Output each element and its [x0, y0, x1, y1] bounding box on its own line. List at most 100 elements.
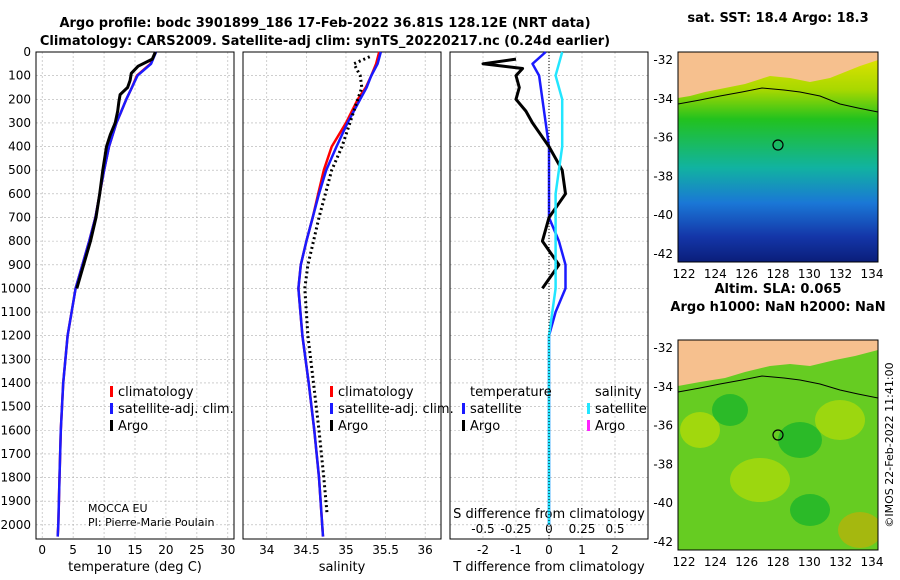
figure-title-line1: Argo profile: bodc 3901899_186 17-Feb-20… [59, 16, 590, 31]
x-tick-label: -2 [477, 543, 489, 557]
legend-swatch-t-argo [462, 420, 465, 431]
lon-tick-label: 124 [704, 555, 727, 569]
depth-tick-label: 500 [8, 163, 31, 177]
sla-contour [678, 375, 878, 399]
depth-tick-label: 1400 [0, 376, 31, 390]
sla-anomaly [712, 394, 748, 426]
x-tick-label: 34 [259, 543, 274, 557]
lat-tick-label: -34 [653, 92, 673, 106]
x-tick-label: 25 [189, 543, 204, 557]
depth-tick-label: 1500 [0, 400, 31, 414]
x-tick-label: 15 [127, 543, 142, 557]
sla-anomaly [815, 400, 865, 440]
salinity-series [297, 51, 383, 537]
sst-contour [678, 87, 878, 113]
top-tick-label: 0.25 [569, 522, 596, 536]
sst-map [678, 52, 878, 262]
depth-tick-label: 700 [8, 210, 31, 224]
lon-tick-label: 130 [798, 267, 821, 281]
program-credit: MOCCA EU [88, 502, 148, 515]
salinity-xlabel: salinity [319, 560, 366, 575]
legend-heading-salinity: salinity [595, 385, 642, 400]
lat-tick-label: -40 [653, 496, 673, 510]
legend-label: Argo [338, 419, 368, 434]
sla-map [678, 340, 878, 550]
lat-tick-label: -32 [653, 53, 673, 67]
legend-label: climatology [118, 385, 194, 400]
pi-credit: PI: Pierre-Marie Poulain [88, 516, 215, 529]
legend-label: climatology [338, 385, 414, 400]
temperature-legend: climatology satellite-adj. clim. Argo [110, 385, 234, 434]
depth-tick-label: 100 [8, 69, 31, 83]
legend-swatch-s-satellite [587, 403, 590, 414]
x-tick-label: 0 [38, 543, 46, 557]
x-tick-label: 34.5 [293, 543, 320, 557]
depth-tick-label: 1200 [0, 329, 31, 343]
depth-tick-label: 1600 [0, 423, 31, 437]
legend-label: Argo [470, 419, 500, 434]
depth-tick-label: 1700 [0, 447, 31, 461]
argo-position-marker [772, 429, 784, 441]
x-tick-label: 35 [338, 543, 353, 557]
difference-xlabel: T difference from climatology [452, 560, 645, 575]
legend-swatch-satellite [110, 403, 113, 414]
x-tick-label: 20 [158, 543, 173, 557]
sst-lat-ticks: -32 -34 -36 -38 -40 -42 [653, 53, 673, 261]
legend-label: satellite [595, 402, 647, 417]
legend-swatch-argo [330, 420, 333, 431]
series-line-climatology [56, 51, 157, 537]
legend-swatch-argo [110, 420, 113, 431]
lon-tick-label: 126 [735, 555, 758, 569]
series-line-argo [75, 51, 157, 289]
legend-swatch-t-satellite [462, 403, 465, 414]
x-tick-label: 30 [220, 543, 235, 557]
legend-swatch-climatology [330, 386, 333, 397]
temperature-axes [35, 51, 235, 540]
series-line-argo [303, 55, 371, 514]
legend-heading-temperature: temperature [470, 385, 552, 400]
lat-tick-label: -42 [653, 247, 673, 261]
legend-label: satellite-adj. clim. [118, 402, 234, 417]
imos-watermark: ©IMOS 22-Feb-2022 11:41:00 [883, 362, 896, 527]
x-tick-label: 1 [578, 543, 586, 557]
lat-tick-label: -42 [653, 535, 673, 549]
x-tick-label: 35.5 [372, 543, 399, 557]
lat-tick-label: -36 [653, 419, 673, 433]
land-mass [678, 52, 878, 98]
series-line-temperature-argo [481, 57, 567, 290]
depth-tick-label: 300 [8, 116, 31, 130]
top-tick-label: -0.25 [500, 522, 531, 536]
lat-tick-label: -36 [653, 131, 673, 145]
lon-tick-label: 126 [735, 267, 758, 281]
depth-tick-label: 800 [8, 234, 31, 248]
sla-lon-ticks: 122 124 126 128 130 132 134 [673, 555, 884, 569]
lon-tick-label: 122 [673, 555, 696, 569]
figure-title-line2: Climatology: CARS2009. Satellite-adj cli… [40, 34, 610, 49]
salinity-x-ticks: 34 34.5 35 35.5 36 [259, 543, 433, 557]
depth-tick-label: 2000 [0, 518, 31, 532]
legend-label: Argo [595, 419, 625, 434]
lon-tick-label: 132 [829, 555, 852, 569]
sla-anomaly [790, 494, 830, 526]
depth-tick-label: 1900 [0, 494, 31, 508]
lon-tick-label: 128 [767, 555, 790, 569]
series-line-climatology [297, 51, 381, 537]
x-tick-label: 5 [69, 543, 77, 557]
sla-map-frame [677, 339, 879, 551]
depth-tick-label: 600 [8, 187, 31, 201]
depth-tick-label: 1300 [0, 352, 31, 366]
argo-position-marker [772, 139, 784, 151]
x-tick-label: -1 [510, 543, 522, 557]
difference-legend: temperature salinity satellite Argo sate… [462, 385, 647, 434]
land-mass [678, 340, 878, 386]
lon-tick-label: 134 [861, 267, 884, 281]
legend-label: Argo [118, 419, 148, 434]
sla-map-title-line2: Argo h1000: NaN h2000: NaN [670, 300, 885, 315]
depth-tick-label: 400 [8, 140, 31, 154]
temperature-xlabel: temperature (deg C) [68, 560, 202, 575]
x-tick-label: 2 [611, 543, 619, 557]
legend-swatch-s-argo [587, 420, 590, 431]
legend-swatch-climatology [110, 386, 113, 397]
lon-tick-label: 122 [673, 267, 696, 281]
